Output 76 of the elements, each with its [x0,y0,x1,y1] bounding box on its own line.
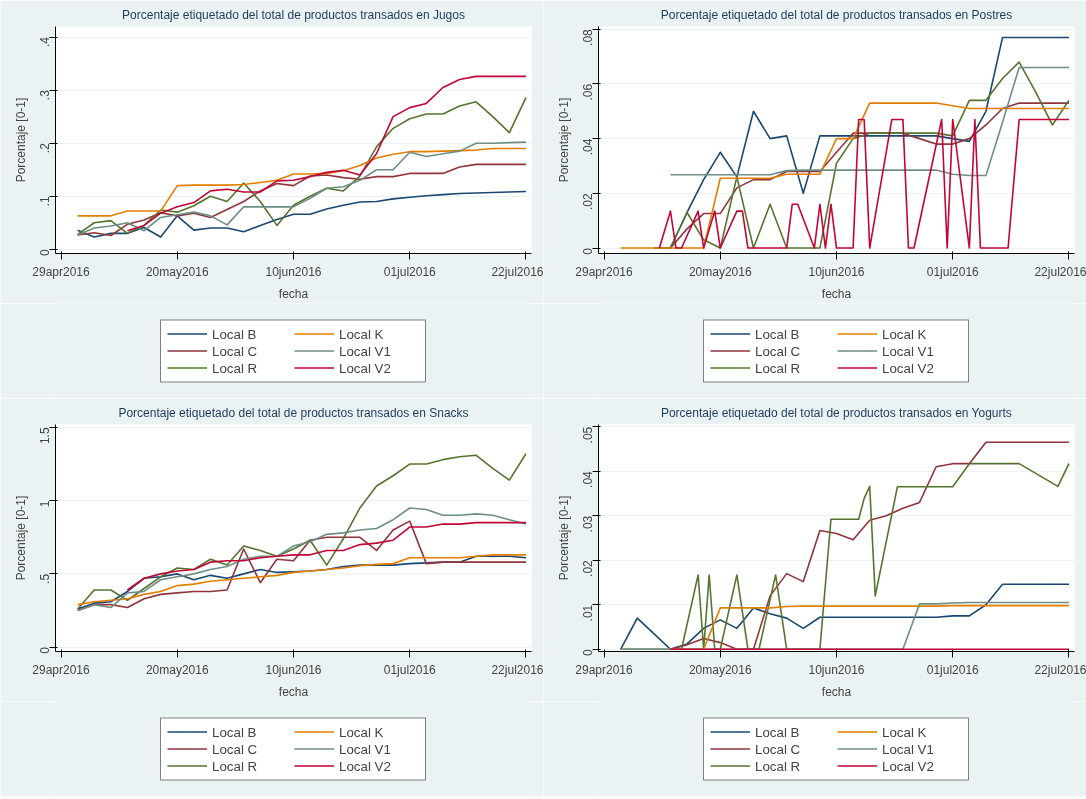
legend-label: Local B [212,724,258,739]
y-tick-label: 1.5 [38,427,52,445]
y-axis-title: Porcentaje [0-1] [556,495,571,581]
legend-label: Local V2 [882,758,935,773]
y-axis-title: Porcentaje [0-1] [556,97,571,183]
x-tick-label: 29apr2016 [575,264,634,279]
x-tick-label: 29apr2016 [32,264,91,279]
y-tick-label: .05 [581,426,595,444]
x-tick-label: 01jul2016 [383,264,437,279]
x-tick-label: 20may2016 [145,264,209,279]
chart-title: Porcentaje etiquetado del total de productos transados en Yogurts [660,405,1012,420]
x-tick-label: 22jul2016 [491,662,544,677]
x-tick-label: 01jul2016 [926,264,980,279]
x-tick-label: 29apr2016 [575,662,634,677]
legend-label: Local V1 [882,343,935,358]
chart-title: Porcentaje etiquetado del total de productos transados en Snacks [118,405,469,420]
y-tick-label: .5 [38,573,52,584]
y-tick-label: 1 [38,500,52,508]
x-axis-title: fecha [278,684,309,699]
legend-label: Local C [212,343,259,358]
legend-label: Local R [212,360,259,375]
x-tick-label: 10jun2016 [265,264,322,279]
x-tick-label: 20may2016 [688,662,752,677]
chart-title: Porcentaje etiquetado del total de productos transados en Postres [660,7,1013,22]
legend-label: Local R [755,758,802,773]
x-tick-label: 01jul2016 [926,662,980,677]
x-axis-title: fecha [821,684,852,699]
x-tick-label: 10jun2016 [808,662,865,677]
y-tick-label: 0 [581,247,595,255]
y-tick-label: .1 [38,195,52,207]
x-tick-label: 10jun2016 [265,662,322,677]
y-tick-label: .3 [38,89,52,101]
legend-label: Local V1 [339,343,392,358]
legend-label: Local V2 [882,360,935,375]
x-tick-label: 20may2016 [145,662,209,677]
x-tick-label: 22jul2016 [491,264,544,279]
y-tick-label: .02 [581,193,595,211]
legend-label: Local R [755,360,802,375]
x-tick-label: 29apr2016 [32,662,91,677]
legend-label: Local B [755,326,801,341]
y-tick-label: .02 [581,559,595,577]
y-axis-title: Porcentaje [0-1] [13,495,28,581]
y-tick-label: .04 [581,138,595,156]
y-tick-label: .06 [581,83,595,101]
x-tick-label: 01jul2016 [383,662,437,677]
x-tick-label: 22jul2016 [1034,264,1086,279]
legend-label: Local B [755,724,801,739]
legend-label: Local V2 [339,758,392,773]
legend-label: Local K [882,326,928,341]
legend-label: Local C [755,741,802,756]
y-tick-label: 0 [38,248,52,256]
legend-label: Local V1 [882,741,935,756]
y-tick-label: .4 [38,36,52,48]
legend-label: Local C [212,741,259,756]
x-tick-label: 22jul2016 [1034,662,1086,677]
legend-label: Local C [755,343,802,358]
y-tick-label: .08 [581,28,595,46]
y-axis-title: Porcentaje [0-1] [13,97,28,183]
x-tick-label: 20may2016 [688,264,752,279]
y-tick-label: .01 [581,604,595,622]
legend-label: Local B [212,326,258,341]
y-tick-label: .03 [581,515,595,533]
x-axis-title: fecha [821,286,852,301]
chart-title: Porcentaje etiquetado del total de productos transados en Jugos [122,7,465,22]
legend-label: Local K [339,724,385,739]
x-tick-label: 10jun2016 [808,264,865,279]
y-tick-label: 0 [581,648,595,656]
legend-label: Local V1 [339,741,392,756]
y-tick-label: .2 [38,142,52,154]
legend-label: Local K [882,724,928,739]
legend-label: Local V2 [339,360,392,375]
y-tick-label: 0 [38,646,52,654]
y-tick-label: .04 [581,470,595,488]
legend-label: Local K [339,326,385,341]
legend-label: Local R [212,758,259,773]
x-axis-title: fecha [278,286,309,301]
